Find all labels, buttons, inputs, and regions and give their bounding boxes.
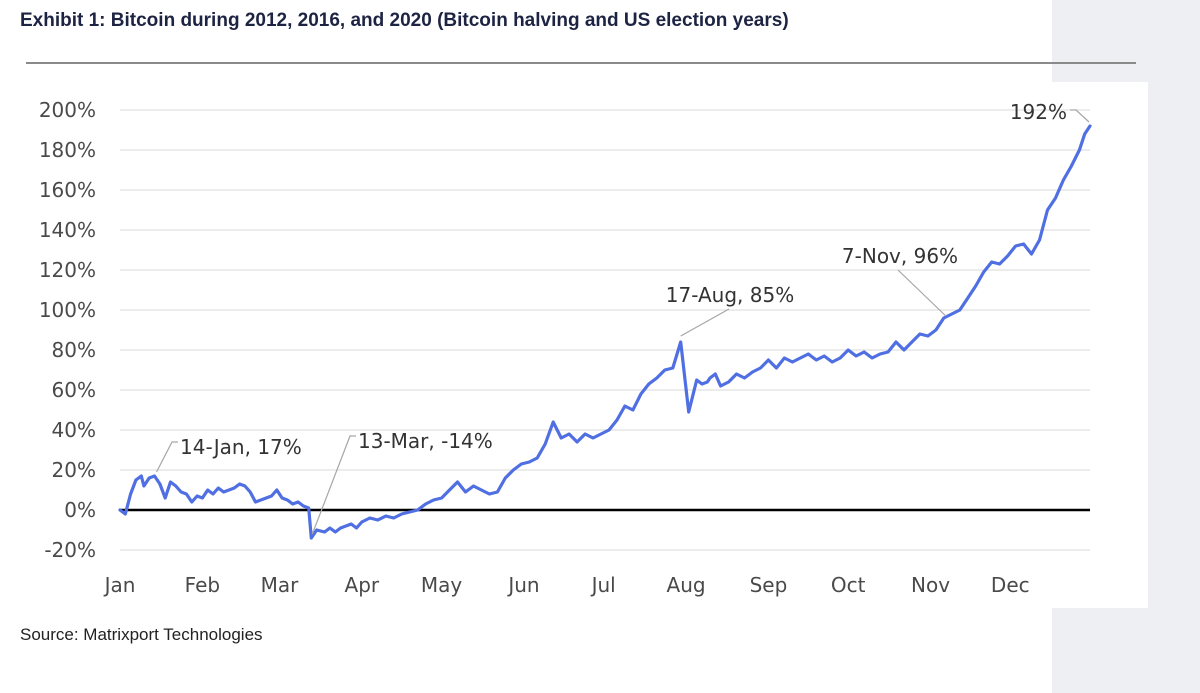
y-tick-label: 200% — [39, 98, 96, 122]
annotation-leader — [1070, 109, 1090, 123]
y-axis-ticks: -20% 0% 20% 40% 60% 80% 100% 120% 140% 160% 180% 20… — [39, 98, 96, 562]
title-divider — [26, 62, 1136, 64]
y-tick-label: 160% — [39, 178, 96, 202]
y-tick-label: -20% — [44, 538, 96, 562]
series-line-0 — [118, 124, 1092, 540]
annotation-leader — [897, 269, 947, 317]
y-tick-label: 80% — [52, 338, 96, 362]
y-tick-label: 0% — [64, 498, 96, 522]
annotations: 14-Jan, 17% 13-Mar, -14% 17-Aug, 85% 7-Nov,… — [156, 100, 1090, 535]
gridlines — [120, 109, 1090, 551]
annotation-label: 14-Jan, 17% — [180, 435, 302, 459]
x-tick-label: Nov — [911, 573, 950, 597]
y-tick-label: 180% — [39, 138, 96, 162]
series-layer — [118, 124, 1092, 540]
x-tick-label: Aug — [667, 573, 706, 597]
chart-panel — [22, 82, 1148, 608]
y-tick-label: 20% — [52, 458, 96, 482]
annotation-label: 17-Aug, 85% — [666, 283, 794, 307]
x-tick-label: Jul — [590, 573, 616, 597]
x-tick-label: Oct — [831, 573, 866, 597]
x-axis-ticks: Jan Feb Mar Apr May Jun Jul Aug Sep Oct Nov Dec — [103, 573, 1030, 597]
annotation-label: 13-Mar, -14% — [358, 429, 493, 453]
x-tick-label: Apr — [345, 573, 380, 597]
y-tick-label: 140% — [39, 218, 96, 242]
source-note: Source: Matrixport Technologies — [20, 625, 263, 644]
y-tick-label: 120% — [39, 258, 96, 282]
annotation-label: 192% — [1010, 100, 1067, 124]
annotation-label: 7-Nov, 96% — [842, 244, 958, 268]
annotation-leader — [156, 441, 178, 473]
y-tick-label: 100% — [39, 298, 96, 322]
x-tick-label: Dec — [991, 573, 1030, 597]
annotation-leader — [311, 435, 356, 535]
y-tick-label: 60% — [52, 378, 96, 402]
x-tick-label: May — [421, 573, 463, 597]
x-tick-label: Jan — [103, 573, 136, 597]
x-tick-label: Sep — [750, 573, 788, 597]
annotation-leader — [680, 308, 730, 337]
x-tick-label: Mar — [261, 573, 300, 597]
x-tick-label: Feb — [185, 573, 220, 597]
x-tick-label: Jun — [506, 573, 539, 597]
y-tick-label: 40% — [52, 418, 96, 442]
exhibit-title: Exhibit 1: Bitcoin during 2012, 2016, an… — [20, 10, 789, 31]
